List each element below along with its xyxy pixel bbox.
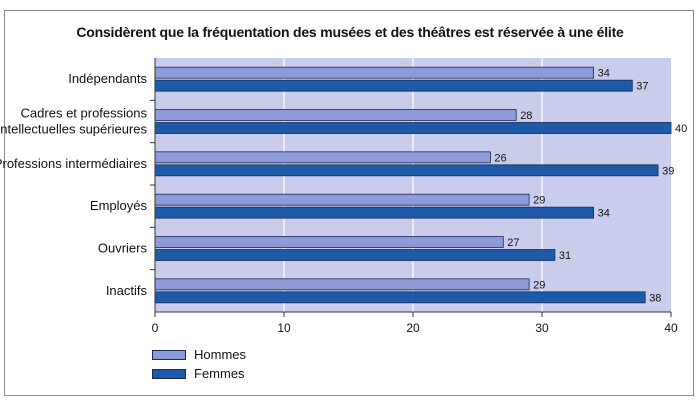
chart-title: Considèrent que la fréquentation des mus… — [76, 24, 624, 40]
bar-hommes-3 — [154, 193, 530, 206]
bar-femmes-0 — [154, 79, 633, 92]
value-label-hommes-3: 29 — [533, 195, 545, 207]
value-label-femmes-2: 39 — [662, 165, 674, 177]
value-label-femmes-3: 34 — [598, 208, 610, 220]
category-label-5-0: Inactifs — [106, 283, 148, 298]
bar-femmes-5 — [154, 291, 646, 304]
legend: Hommes Femmes — [152, 345, 246, 383]
category-label-3-0: Employés — [90, 198, 148, 213]
value-label-femmes-0: 37 — [636, 81, 648, 93]
value-label-hommes-1: 28 — [520, 110, 532, 122]
value-label-femmes-5: 38 — [649, 292, 661, 304]
value-label-hommes-4: 27 — [507, 237, 519, 249]
x-tick-label-20: 20 — [406, 321, 420, 335]
value-label-hommes-5: 29 — [533, 279, 545, 291]
axis-layer: Indépendants Cadres et professionsintelle… — [0, 58, 678, 335]
bar-hommes-5 — [154, 278, 530, 291]
bar-femmes-3 — [154, 206, 595, 219]
bar-femmes-1 — [154, 122, 672, 134]
x-tick-label-10: 10 — [277, 321, 291, 335]
grid-layer — [283, 58, 543, 312]
legend-label-femmes: Femmes — [194, 366, 245, 381]
x-tick-label-0: 0 — [152, 321, 159, 335]
value-label-femmes-4: 31 — [559, 250, 571, 262]
category-label-1-0: Cadres et professions — [21, 106, 148, 121]
x-tick-label-40: 40 — [664, 321, 678, 335]
bar-femmes-2 — [154, 164, 659, 177]
category-label-0-0: Indépendants — [68, 71, 147, 86]
bar-hommes-1 — [154, 109, 517, 121]
legend-swatch-femmes — [152, 368, 186, 379]
category-label-2-0: Professions intermédiaires — [0, 156, 147, 171]
legend-item-hommes: Hommes — [152, 345, 246, 364]
category-label-1-1: intellectuelles supérieures — [0, 122, 147, 137]
legend-label-hommes: Hommes — [194, 347, 247, 362]
bar-hommes-0 — [154, 66, 595, 79]
category-label-4-0: Ouvriers — [98, 241, 148, 256]
value-label-hommes-2: 26 — [494, 152, 506, 164]
legend-swatch-hommes — [152, 349, 186, 360]
legend-item-femmes: Femmes — [152, 364, 246, 383]
value-label-femmes-1: 40 — [675, 123, 687, 135]
bar-hommes-4 — [154, 236, 504, 248]
bar-hommes-2 — [154, 151, 491, 164]
x-tick-label-30: 30 — [535, 321, 549, 335]
bar-femmes-4 — [154, 249, 556, 261]
value-label-hommes-0: 34 — [598, 68, 610, 80]
